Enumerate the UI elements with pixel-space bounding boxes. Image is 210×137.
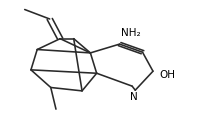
- Text: NH₂: NH₂: [121, 28, 140, 38]
- Text: N: N: [130, 92, 138, 102]
- Text: OH: OH: [159, 70, 175, 80]
